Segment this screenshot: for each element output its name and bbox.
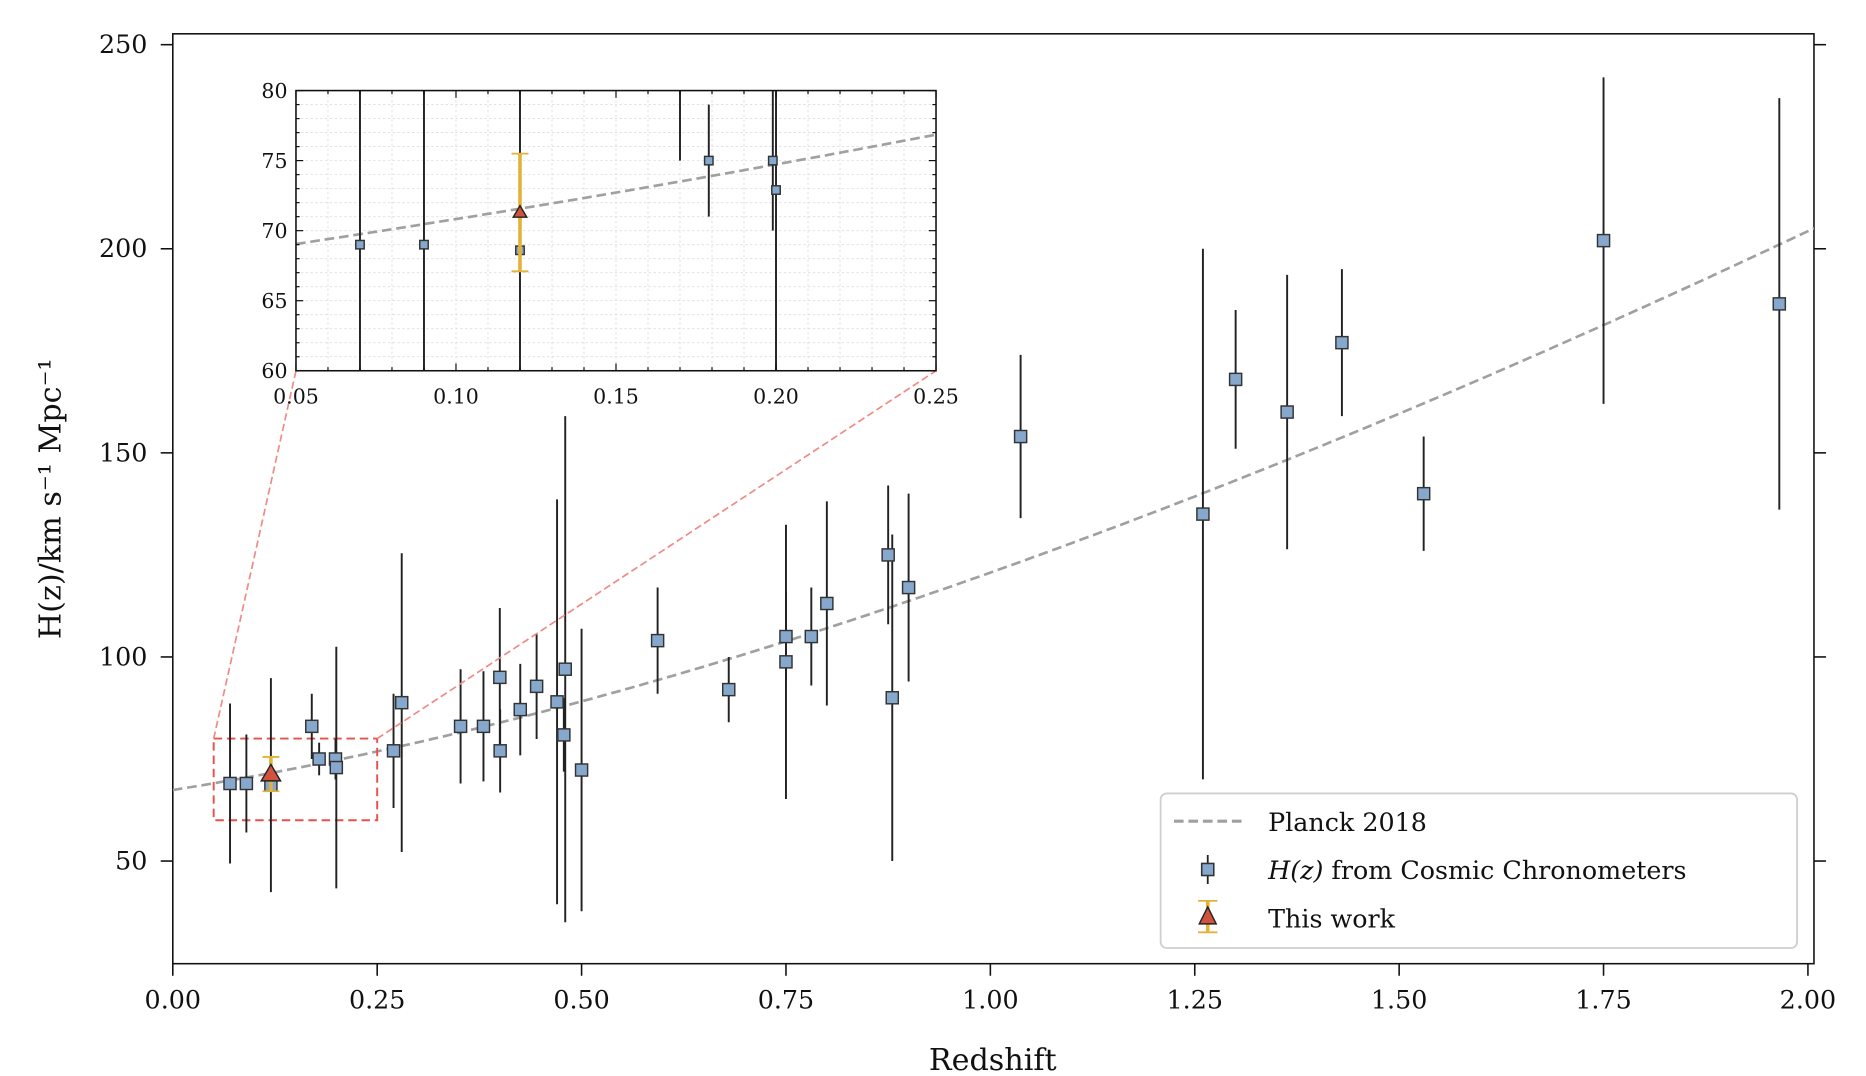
cc-data-point [650,633,665,648]
cc-data-point [394,695,409,710]
cc-data-point [901,580,916,595]
cc-data-point [804,629,819,644]
cc-data-point [1732,194,1740,202]
zoom-region-box [212,737,379,822]
inset-y-tick-label: 70 [261,219,287,243]
cc-data-point [557,728,571,742]
cc-data-point [1596,233,1611,248]
inset-x-tick-label: 0.25 [913,384,959,408]
cc-data-point [1258,44,1266,52]
x-tick-label: 1.25 [1167,984,1223,1014]
x-tick-label: 0.00 [145,984,201,1014]
cc-data-point [1416,486,1431,501]
legend-frame [1159,792,1798,949]
x-tick-label: 0.25 [349,984,405,1014]
cc-data-point [767,155,778,166]
x-tick-label: 1.75 [1575,984,1631,1014]
cc-data-point [476,719,491,734]
legend-planck-label: Planck 2018 [1268,807,1427,837]
inset-x-tick-label: 0.20 [753,384,799,408]
plot-frame [172,33,1815,965]
y-tick-label: 100 [99,641,147,671]
cc-data-point [529,679,544,694]
inset-x-tick-label: 0.10 [433,384,479,408]
plot-area [172,77,1814,923]
cc-data-point [721,682,736,697]
legend-this-work-label: This work [1268,903,1396,933]
cc-data-point [1228,372,1243,387]
planck-2018-line [172,226,1814,792]
x-tick-label: 0.75 [758,984,814,1014]
cc-data-point [305,719,319,734]
cc-data-point [223,776,237,791]
legend-cc-label: H(z) from Cosmic Chronometers [1267,855,1686,885]
cc-data-point [1335,335,1349,350]
cc-data-point [1413,128,1421,136]
inset-y-tick-label: 75 [261,149,287,173]
cc-data-point [1196,507,1210,521]
cc-data-point [558,662,572,676]
x-tick-label: 0.50 [553,984,609,1014]
this-work-point [259,763,282,782]
y-tick-label: 200 [99,233,147,263]
cc-data-point [550,695,564,709]
cc-data-point [676,44,684,52]
cc-data-point [996,128,1004,136]
zoom-connector-left [212,370,297,739]
inset-y-tick-label: 65 [261,289,287,313]
cc-data-point [881,548,895,562]
cc-data-point [1013,429,1028,444]
cc-data-point [493,744,507,758]
y-tick-label: 250 [99,29,147,59]
cc-data-point [1280,405,1294,419]
cc-data-point [329,760,344,775]
this-work-point [511,204,529,218]
inset-plot-area [295,44,1740,371]
x-tick-label: 1.50 [1371,984,1427,1014]
y-tick-label: 50 [115,845,147,875]
zoom-connector-right [376,370,937,740]
inset-x-tick-label: 0.05 [273,384,319,408]
cc-data-point [1348,44,1356,52]
inset-y-tick-label: 60 [261,359,287,383]
cc-data-point [386,744,401,758]
cc-data-point [419,239,429,250]
cc-data-point [493,670,507,685]
cc-data-point [239,776,254,791]
main-axes: 0.00 0.25 0.50 0.75 1.00 1.25 1.50 1.75 2.00 50 10… [33,29,1836,1076]
x-tick-label: 2.00 [1780,984,1836,1014]
legend-cc-rest: from Cosmic Chronometers [1323,855,1686,885]
legend-cc-marker [1200,862,1215,877]
inset-axes: 60 65 70 75 80 0.05 0.10 0.15 0.20 0.25 [261,44,1740,409]
cc-data-point [355,239,365,250]
legend: Planck 2018 H(z) from Cosmic Chronometer… [1159,792,1798,949]
cc-data-point [779,629,793,644]
cc-data-point [453,719,468,734]
cc-data-point [574,763,589,777]
legend-this-work-marker [1198,905,1218,925]
x-axis-label: Redshift [929,1043,1057,1076]
inset-planck-line [295,133,937,246]
cc-data-point [771,185,781,195]
cc-data-point [779,655,793,669]
cc-data-point [1662,74,1670,82]
y-tick-label: 150 [99,437,147,467]
inset-x-tick-label: 0.15 [593,384,639,408]
cc-data-point [703,155,714,166]
cc-data-point [885,691,900,705]
y-axis-label: H(z)/km s⁻¹ Mpc⁻¹ [33,358,68,639]
x-tick-label: 1.00 [962,984,1018,1014]
legend-cc-italic: H(z) [1267,855,1323,885]
inset-y-tick-label: 80 [261,79,287,103]
cc-data-point [1772,297,1787,311]
cc-data-point [820,596,834,611]
cc-data-point [513,702,528,717]
cc-data-point [312,752,326,766]
